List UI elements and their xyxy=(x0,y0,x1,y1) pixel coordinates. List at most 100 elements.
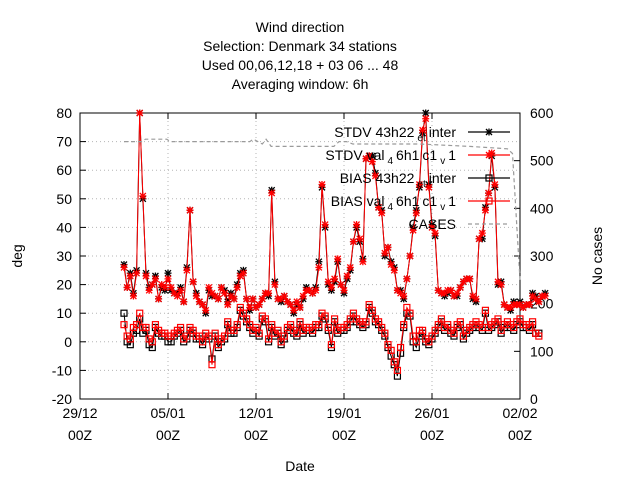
data-point xyxy=(214,295,222,303)
data-point xyxy=(264,335,273,343)
data-point xyxy=(406,252,414,260)
data-point xyxy=(315,263,323,271)
legend-label: STDV val 4 6h1 c1 v 1 xyxy=(325,147,456,167)
data-point xyxy=(466,275,474,283)
data-point xyxy=(481,306,490,314)
data-point xyxy=(419,126,427,134)
data-point xyxy=(199,301,207,309)
data-point xyxy=(437,315,446,323)
legend-label-part: v xyxy=(440,202,445,213)
data-point xyxy=(123,283,131,291)
data-point xyxy=(120,263,128,271)
data-point xyxy=(418,326,427,334)
legend-label: BIAS 43h22 et inter xyxy=(340,170,457,190)
series-group xyxy=(120,109,549,380)
data-point xyxy=(378,209,386,217)
data-point xyxy=(287,301,295,309)
data-point xyxy=(220,332,229,340)
data-point xyxy=(400,292,408,300)
data-point xyxy=(120,321,128,329)
data-point xyxy=(239,269,247,277)
data-point xyxy=(139,192,147,200)
data-point xyxy=(136,309,144,317)
data-point xyxy=(422,115,430,123)
legend-label-part: BIAS 43h22 xyxy=(340,170,415,186)
x-tick-label-date: 29/12 xyxy=(62,405,97,421)
data-point xyxy=(384,243,392,251)
x-tick-label-date: 26/01 xyxy=(414,405,449,421)
data-point xyxy=(334,255,342,263)
data-point xyxy=(387,261,395,269)
data-point xyxy=(321,221,329,229)
data-point xyxy=(535,298,543,306)
legend-label-part: et xyxy=(417,133,426,144)
data-point xyxy=(315,321,323,329)
data-point xyxy=(340,286,348,294)
data-point xyxy=(327,341,336,349)
data-point xyxy=(120,309,128,317)
data-point xyxy=(208,361,216,369)
data-point xyxy=(265,289,273,297)
data-point xyxy=(205,283,213,291)
legend-marker xyxy=(485,128,493,136)
data-point xyxy=(224,318,232,326)
data-point xyxy=(478,229,486,237)
data-point xyxy=(431,229,439,237)
legend-label-part: 6h1 xyxy=(396,193,420,209)
data-point xyxy=(274,326,282,334)
data-point xyxy=(290,306,298,314)
data-point xyxy=(412,338,420,346)
data-point xyxy=(535,332,543,340)
y-tick-label: 80 xyxy=(56,105,72,121)
legend-marker xyxy=(485,151,493,159)
y-tick-label: 0 xyxy=(64,334,72,350)
data-point xyxy=(324,323,332,332)
data-point xyxy=(393,366,402,374)
data-point xyxy=(167,283,175,291)
data-point xyxy=(425,183,433,191)
data-point xyxy=(390,358,398,366)
data-point xyxy=(183,266,191,274)
data-point xyxy=(249,295,257,303)
x-tick-label-hour: 00Z xyxy=(244,427,269,443)
data-point xyxy=(176,323,185,332)
y-tick-label: 50 xyxy=(56,191,72,207)
y-tick-label: 70 xyxy=(56,134,72,150)
data-point xyxy=(368,158,376,166)
legend-label-part: inter xyxy=(429,124,457,140)
series-5 xyxy=(124,138,521,280)
data-point xyxy=(180,298,188,306)
data-point xyxy=(346,263,354,271)
chart-title-line-1: Wind direction xyxy=(256,19,345,35)
data-point xyxy=(164,275,172,283)
legend-label-part: c1 xyxy=(422,193,437,209)
data-point xyxy=(324,278,332,286)
data-point xyxy=(189,278,197,286)
data-point xyxy=(198,338,207,346)
data-point xyxy=(255,329,263,337)
legend-item-2: STDV val 4 6h1 c1 v 1 xyxy=(325,147,510,167)
x-tick-label-hour: 00Z xyxy=(68,427,93,443)
data-point xyxy=(280,292,288,300)
data-point xyxy=(349,238,357,246)
y2-tick-label: 300 xyxy=(530,248,554,264)
legend-label-part: v xyxy=(440,156,445,167)
data-point xyxy=(485,189,493,197)
data-point xyxy=(362,318,370,326)
data-point xyxy=(155,295,163,303)
legend-label: CASES xyxy=(409,216,456,232)
data-point xyxy=(161,283,169,291)
y2-tick-label: 600 xyxy=(530,105,554,121)
data-point xyxy=(221,289,229,297)
data-point xyxy=(481,206,489,214)
data-point xyxy=(343,272,351,280)
data-point xyxy=(409,226,417,234)
x-tick-label-hour: 00Z xyxy=(420,427,445,443)
data-point xyxy=(192,292,200,300)
x-tick-label-date: 19/01 xyxy=(326,405,361,421)
data-point xyxy=(415,181,423,188)
x-tick-label-date: 05/01 xyxy=(150,405,185,421)
x-tick-label-hour: 00Z xyxy=(508,427,533,443)
data-point xyxy=(381,249,389,257)
